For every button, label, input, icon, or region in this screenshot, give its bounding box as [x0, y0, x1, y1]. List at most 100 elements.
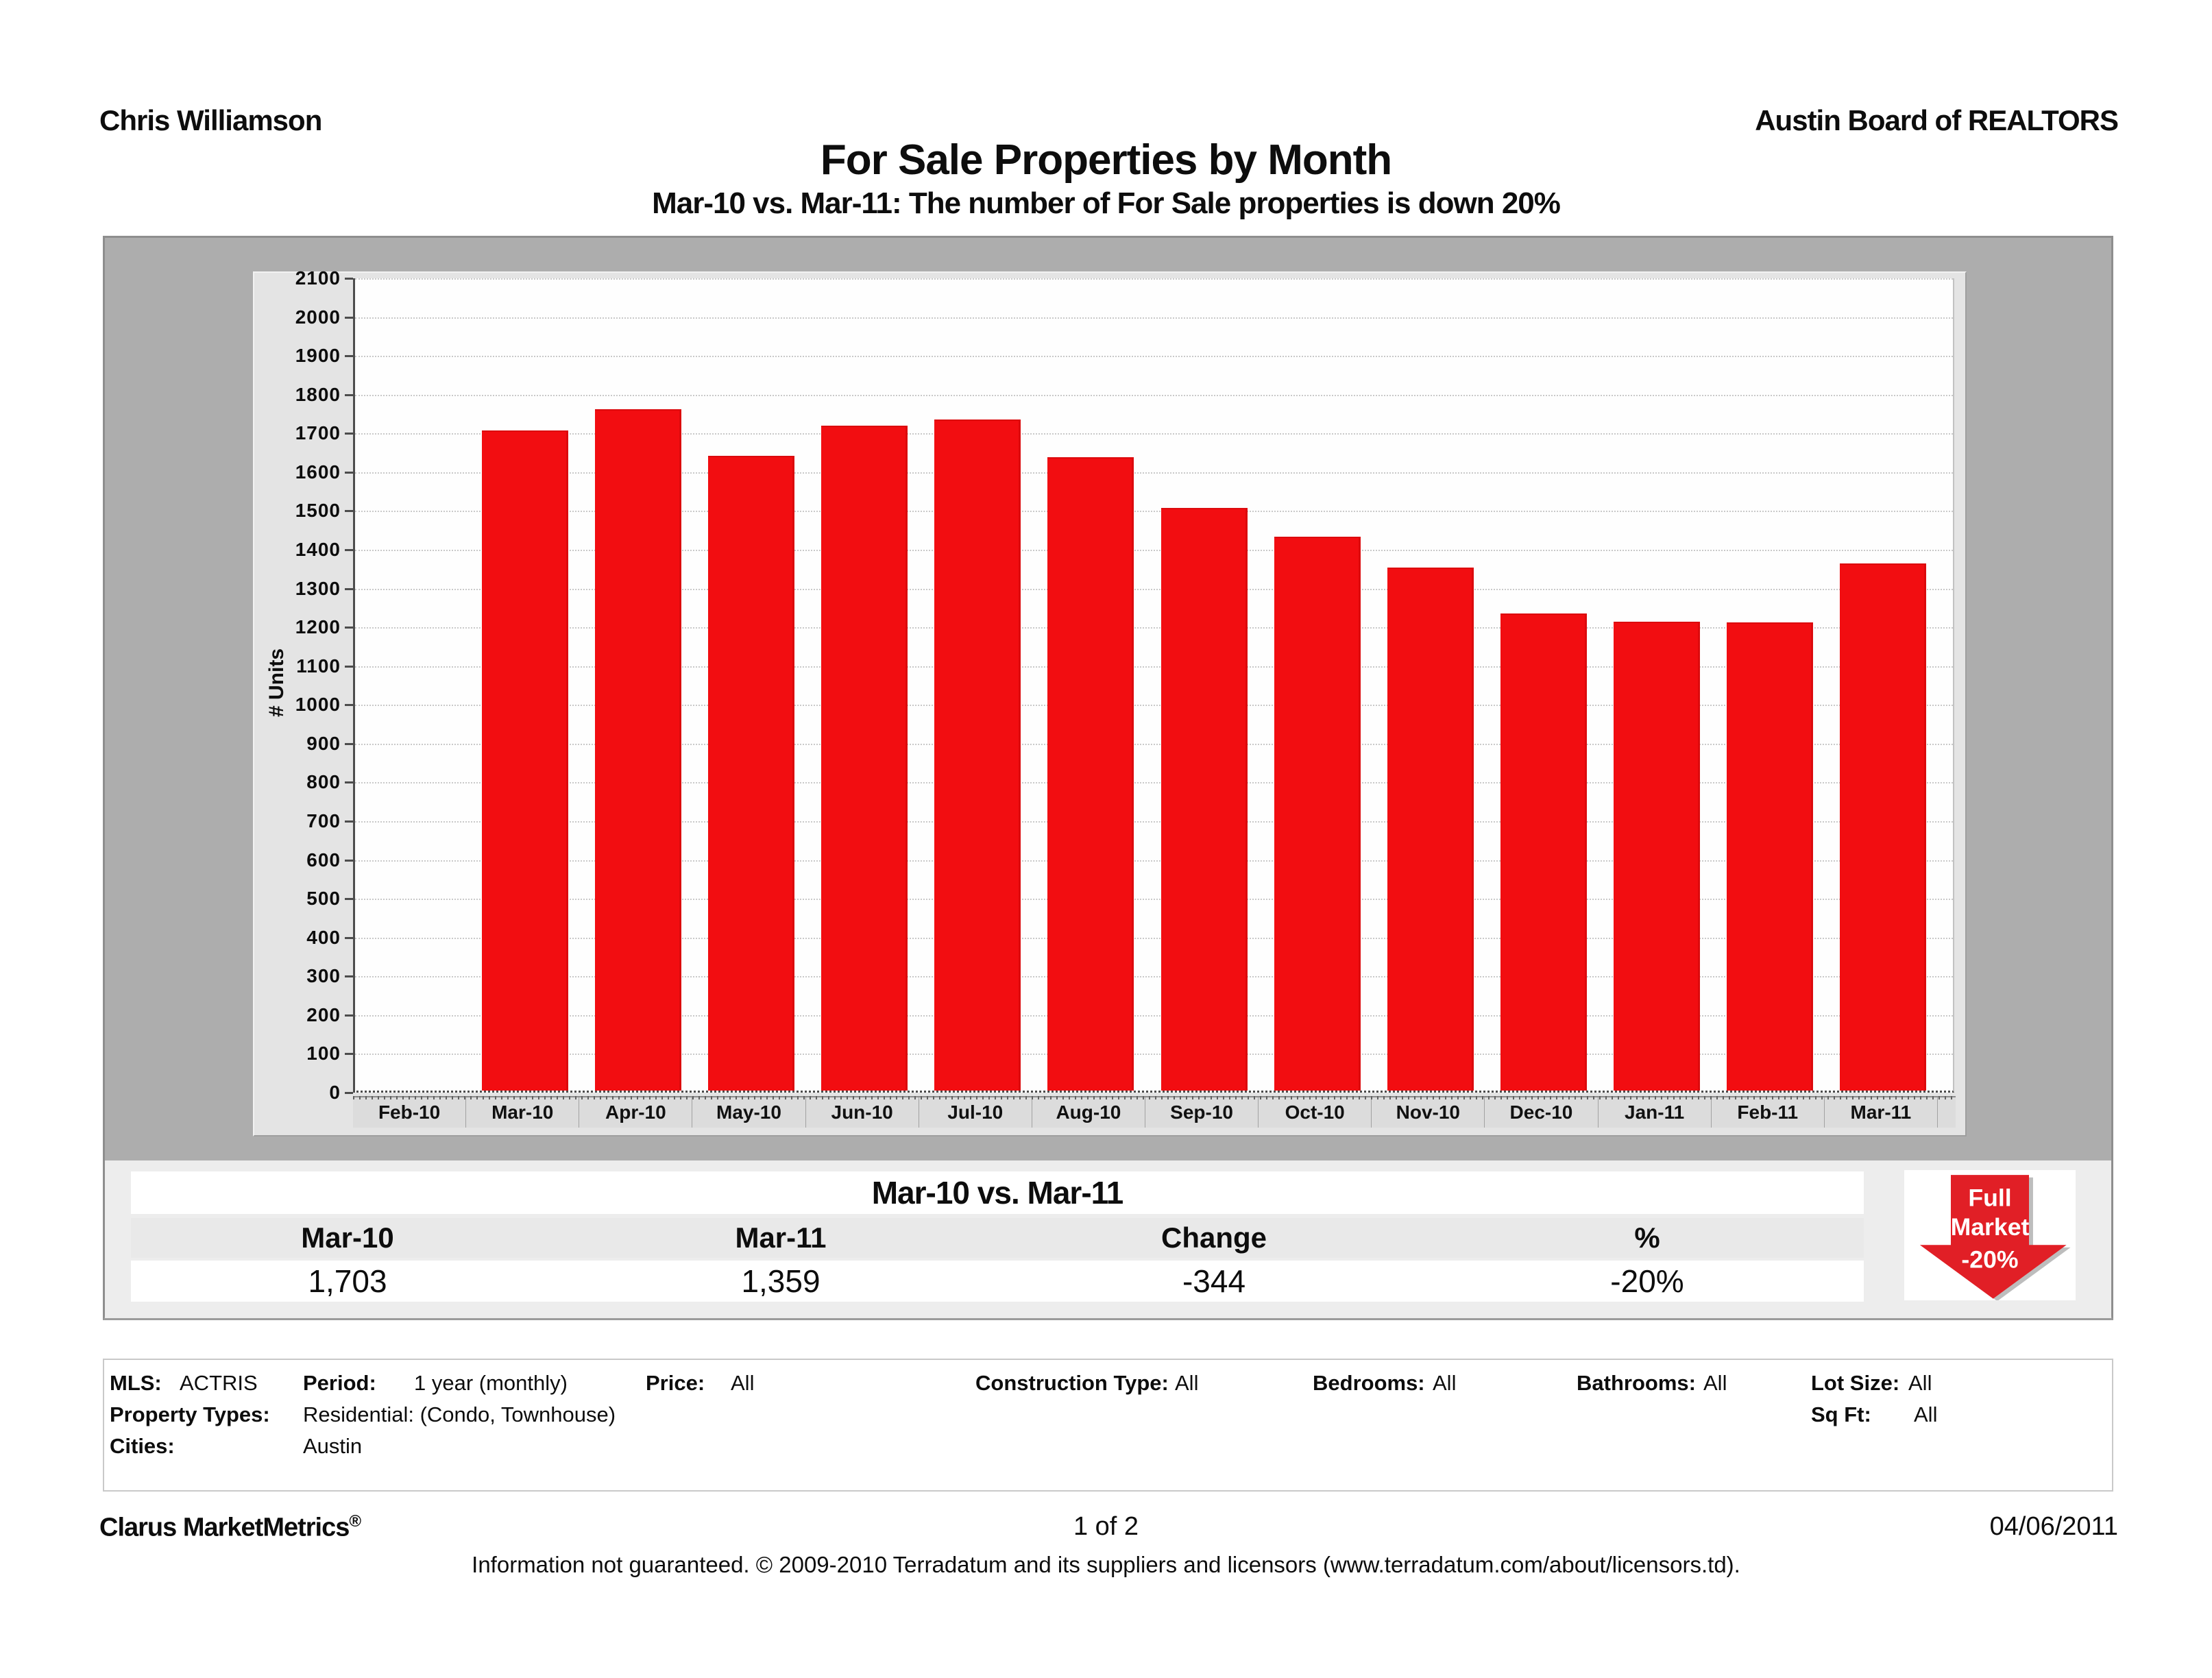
- registered-mark: ®: [349, 1512, 361, 1531]
- bar-Nov-10: [1387, 567, 1474, 1091]
- col-header-mar10: Mar-10: [301, 1221, 394, 1254]
- brand-name: Clarus MarketMetrics®: [99, 1512, 361, 1543]
- down-arrow-icon: Full Market -20%: [1919, 1175, 2071, 1302]
- agent-name: Chris Williamson: [99, 104, 322, 136]
- organization: Austin Board of REALTORS: [1755, 104, 2119, 136]
- construction-label: Construction Type:: [975, 1371, 1169, 1395]
- plot-area: [353, 278, 1954, 1093]
- y-tick-mark-2000: [345, 316, 353, 319]
- period-value: 1 year (monthly): [414, 1371, 568, 1395]
- y-tick-label-1700: 1700: [295, 422, 341, 444]
- gridline-1500: [355, 511, 1953, 513]
- y-tick-label-1200: 1200: [295, 616, 341, 638]
- bar-Mar-11: [1840, 563, 1927, 1091]
- y-tick-label-1600: 1600: [295, 461, 341, 483]
- bar-Mar-10: [481, 430, 568, 1091]
- y-tick-mark-1000: [345, 704, 353, 707]
- bar-Feb-11: [1727, 622, 1814, 1091]
- y-tick-mark-1900: [345, 355, 353, 358]
- comparison-data-row: 1,703 1,359 -344 -20%: [131, 1261, 1864, 1302]
- x-tick-label-Nov-10: Nov-10: [1372, 1097, 1485, 1128]
- bathrooms-value: All: [1703, 1371, 1727, 1395]
- construction-value: All: [1175, 1371, 1199, 1395]
- y-tick-mark-600: [345, 859, 353, 862]
- y-tick-label-1300: 1300: [295, 577, 341, 599]
- report-container: # Units 0 100 200 300 400 500 600 700 800 900 1000…: [103, 236, 2113, 1320]
- y-tick-label-1500: 1500: [295, 500, 341, 522]
- bar-Aug-10: [1047, 457, 1134, 1091]
- gridline-1000: [355, 705, 1953, 707]
- y-tick-label-100: 100: [306, 1043, 341, 1065]
- y-tick-mark-700: [345, 820, 353, 823]
- value-change: -344: [1182, 1263, 1246, 1299]
- y-tick-mark-200: [345, 1014, 353, 1017]
- price-value: All: [731, 1371, 755, 1395]
- bar-Jan-11: [1614, 621, 1701, 1091]
- cities-value: Austin: [303, 1434, 363, 1458]
- proptypes-value: Residential: (Condo, Townhouse): [303, 1402, 616, 1426]
- bar-Dec-10: [1500, 613, 1587, 1091]
- mls-label: MLS:: [110, 1371, 162, 1395]
- x-tick-label-Aug-10: Aug-10: [1032, 1097, 1145, 1128]
- y-tick-label-200: 200: [306, 1004, 341, 1025]
- gridline-500: [355, 899, 1953, 901]
- criteria-box: MLS: ACTRIS Period: 1 year (monthly) Pri…: [103, 1359, 2113, 1492]
- y-tick-mark-900: [345, 742, 353, 745]
- y-tick-mark-1100: [345, 665, 353, 668]
- page-subtitle: Mar-10 vs. Mar-11: The number of For Sal…: [652, 186, 1561, 220]
- x-tick-label-Sep-10: Sep-10: [1145, 1097, 1259, 1128]
- x-tick-label-Dec-10: Dec-10: [1485, 1097, 1599, 1128]
- x-axis-strip: Feb-10 Mar-10 Apr-10 May-10 Jun-10 Jul-10 Aug-…: [353, 1096, 1956, 1128]
- bar-Apr-10: [594, 409, 681, 1091]
- gridline-400: [355, 937, 1953, 939]
- axis-ruler: [353, 1096, 1956, 1099]
- cities-label: Cities:: [110, 1434, 175, 1458]
- brand-text: Clarus MarketMetrics: [99, 1513, 350, 1542]
- y-tick-label-1900: 1900: [295, 345, 341, 367]
- value-mar10: 1,703: [308, 1263, 387, 1299]
- gridline-600: [355, 860, 1953, 862]
- x-tick-label-Mar-11: Mar-11: [1825, 1097, 1938, 1128]
- x-tick-label-May-10: May-10: [692, 1097, 806, 1128]
- y-tick-mark-1700: [345, 433, 353, 435]
- y-tick-label-700: 700: [306, 810, 341, 831]
- x-tick-label-Apr-10: Apr-10: [579, 1097, 693, 1128]
- x-tick-label-Feb-11: Feb-11: [1712, 1097, 1825, 1128]
- gridline-2100: [355, 278, 1953, 280]
- badge-line2: Market: [1951, 1213, 2030, 1241]
- value-mar11: 1,359: [741, 1263, 821, 1299]
- report-date: 04/06/2011: [1989, 1512, 2118, 1541]
- comparison-title: Mar-10 vs. Mar-11: [131, 1171, 1864, 1214]
- full-market-badge: Full Market -20%: [1904, 1170, 2076, 1302]
- y-tick-mark-0: [345, 1092, 353, 1094]
- chart-zone: # Units 0 100 200 300 400 500 600 700 800 900 1000…: [105, 238, 2111, 1160]
- y-tick-label-1000: 1000: [295, 694, 341, 716]
- comparison-header-row: Mar-10 Mar-11 Change %: [131, 1218, 1864, 1258]
- gridline-700: [355, 821, 1953, 823]
- y-tick-label-900: 900: [306, 732, 341, 754]
- comparison-zone: Mar-10 vs. Mar-11 Mar-10 Mar-11 Change %…: [105, 1160, 2111, 1318]
- gridline-300: [355, 976, 1953, 978]
- page-number: 1 of 2: [1073, 1512, 1139, 1541]
- bar-Jun-10: [821, 425, 908, 1091]
- y-tick-mark-1300: [345, 587, 353, 590]
- x-tick-label-Jan-11: Jan-11: [1599, 1097, 1712, 1128]
- proptypes-label: Property Types:: [110, 1402, 270, 1426]
- col-header-mar11: Mar-11: [735, 1221, 827, 1254]
- bedrooms-label: Bedrooms:: [1313, 1371, 1425, 1395]
- y-tick-mark-100: [345, 1053, 353, 1056]
- y-tick-mark-1400: [345, 549, 353, 551]
- col-header-change: Change: [1160, 1221, 1267, 1254]
- lotsize-value: All: [1908, 1371, 1932, 1395]
- y-tick-label-400: 400: [306, 926, 341, 948]
- bar-May-10: [708, 455, 794, 1091]
- disclaimer: Information not guaranteed. © 2009-2010 …: [472, 1552, 1740, 1577]
- lotsize-label: Lot Size:: [1811, 1371, 1900, 1395]
- page-title: For Sale Properties by Month: [820, 136, 1392, 184]
- x-axis-filler: [1938, 1097, 1956, 1128]
- badge-line3: -20%: [1961, 1246, 2018, 1274]
- x-tick-label-Oct-10: Oct-10: [1259, 1097, 1372, 1128]
- y-tick-mark-1200: [345, 627, 353, 629]
- gridline-1800: [355, 394, 1953, 396]
